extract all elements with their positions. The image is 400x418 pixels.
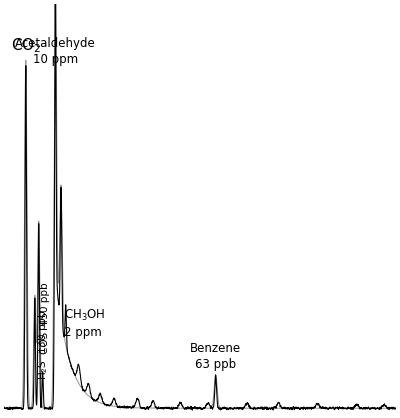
Text: CH$_3$OH
2 ppm: CH$_3$OH 2 ppm xyxy=(64,308,105,339)
Text: H$_2$S  130 ppb: H$_2$S 130 ppb xyxy=(36,310,50,380)
Text: COS  450 ppb: COS 450 ppb xyxy=(40,282,50,354)
Text: Benzene
63 ppb: Benzene 63 ppb xyxy=(190,342,241,371)
Text: Acetaldehyde
10 ppm: Acetaldehyde 10 ppm xyxy=(15,37,96,66)
Text: CO$_2$: CO$_2$ xyxy=(10,36,41,55)
